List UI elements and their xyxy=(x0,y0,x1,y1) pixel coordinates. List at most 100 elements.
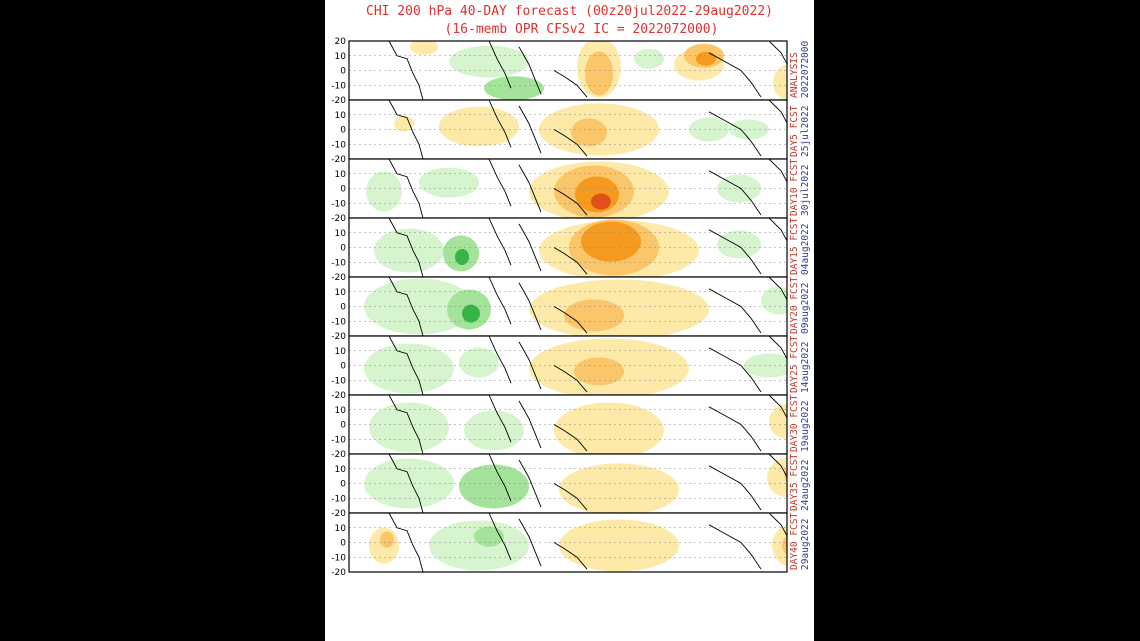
lat-tick-label: -20 xyxy=(331,332,346,342)
panel-label-top: DAY25 FCST xyxy=(789,336,800,393)
panel-label-top: DAY30 FCST xyxy=(789,395,800,452)
panel-label-top: DAY10 FCST xyxy=(789,159,800,216)
forecast-panel: 10 0 -10 -20 DAY30 FCST 19aug2022 xyxy=(331,394,811,460)
coastline xyxy=(708,347,762,393)
coastline xyxy=(518,164,542,213)
coastline xyxy=(553,483,588,511)
lat-tick-label: -10 xyxy=(331,140,346,150)
panel-label-bottom: 2022072000 xyxy=(800,41,811,98)
lat-tick-label: -10 xyxy=(331,258,346,268)
panel-label-bottom: 30jul2022 xyxy=(800,165,811,216)
coastline xyxy=(768,218,787,242)
contour-blob xyxy=(464,410,524,451)
panel-frame xyxy=(348,512,788,573)
figure-title: CHI 200 hPa 40-DAY forecast (00z20jul202… xyxy=(366,4,773,19)
contour-blob xyxy=(484,76,544,100)
lat-tick-label: -10 xyxy=(331,81,346,91)
coastline xyxy=(518,46,542,95)
chi-anomaly-field xyxy=(349,218,787,277)
lat-tick-label: -10 xyxy=(331,199,346,209)
lat-tick-label: 0 xyxy=(340,480,346,490)
contour-blob xyxy=(761,286,787,315)
lat-tick-label: 20 xyxy=(335,37,347,47)
coastline xyxy=(708,524,762,570)
contour-blob xyxy=(419,167,479,198)
panel-label-top: DAY40 FCST xyxy=(789,513,800,570)
contour-blob xyxy=(366,171,402,212)
coastline xyxy=(388,395,424,454)
lat-tick-label: -10 xyxy=(331,376,346,386)
coastline xyxy=(708,111,762,157)
coastline xyxy=(518,282,542,331)
lat-tick-label: 0 xyxy=(340,362,346,372)
contour-blob xyxy=(571,118,607,147)
forecast-panel: 10 0 -10 -20 DAY35 FCST 24aug2022 xyxy=(331,453,811,519)
panel-label-top: DAY15 FCST xyxy=(789,218,800,275)
lat-tick-label: -20 xyxy=(331,509,346,519)
coastline xyxy=(553,129,588,157)
lat-tick-label: 0 xyxy=(340,126,346,136)
lat-tick-label: 0 xyxy=(340,421,346,431)
lat-tick-label: -20 xyxy=(331,568,346,578)
chi-forecast-figure: CHI 200 hPa 40-DAY forecast (00z20jul202… xyxy=(325,0,814,641)
contour-blob xyxy=(772,524,787,567)
coastline xyxy=(708,170,762,216)
lat-tick-label: -20 xyxy=(331,96,346,106)
coastline xyxy=(488,336,512,384)
chi-anomaly-field xyxy=(349,454,787,513)
contour-blob xyxy=(394,115,414,132)
contour-blob xyxy=(559,519,679,572)
coastline xyxy=(553,70,588,98)
lat-tick-label: 0 xyxy=(340,67,346,77)
lat-tick-label: -20 xyxy=(331,214,346,224)
coastline xyxy=(708,52,762,98)
lat-tick-label: 0 xyxy=(340,539,346,549)
figure-subtitle: (16-memb OPR CFSv2 IC = 2022072000) xyxy=(444,22,719,37)
lat-tick-label: 0 xyxy=(340,185,346,195)
coastline xyxy=(388,336,424,395)
lat-tick-label: -10 xyxy=(331,494,346,504)
lat-tick-label: -20 xyxy=(331,273,346,283)
lat-tick-label: 0 xyxy=(340,244,346,254)
coastline xyxy=(488,218,512,266)
coastline xyxy=(768,41,787,65)
forecast-panel: 10 0 -10 -20 DAY40 FCST 29aug2022 xyxy=(331,512,811,578)
coastline xyxy=(388,277,424,336)
lat-tick-label: 10 xyxy=(335,406,347,416)
contour-blob xyxy=(380,531,394,548)
contour-blob xyxy=(410,41,438,55)
coastline xyxy=(708,229,762,275)
coastline xyxy=(518,400,542,449)
panel-label-top: DAY35 FCST xyxy=(789,454,800,511)
contour-blob xyxy=(769,403,787,440)
chi-anomaly-field xyxy=(349,100,787,159)
forecast-panel: 10 0 -10 -20 DAY20 FCST 09aug2022 xyxy=(331,276,811,342)
coastline xyxy=(518,105,542,154)
forecast-panel: 10 0 -10 -20 DAY10 FCST 30jul2022 xyxy=(331,158,811,224)
coastline xyxy=(768,100,787,124)
panel-label-bottom: 24aug2022 xyxy=(800,460,811,511)
contour-blob xyxy=(634,48,664,69)
contour-blob xyxy=(429,520,529,571)
panel-label-top: DAY5 FCST xyxy=(789,105,800,157)
contour-blob xyxy=(554,402,664,454)
coastline xyxy=(708,406,762,452)
lat-tick-label: -20 xyxy=(331,450,346,460)
contour-blob xyxy=(459,464,529,509)
panel-label-bottom: 19aug2022 xyxy=(800,401,811,452)
coastline xyxy=(488,454,512,502)
contour-blob xyxy=(439,106,519,147)
lat-tick-label: 0 xyxy=(340,303,346,313)
coastline xyxy=(553,247,588,275)
contour-blob xyxy=(717,230,761,259)
coastline xyxy=(553,365,588,393)
coastline xyxy=(553,424,588,452)
coastline xyxy=(768,513,787,537)
coastline xyxy=(388,454,424,513)
lat-tick-label: -10 xyxy=(331,435,346,445)
coastline xyxy=(768,277,787,301)
coastline xyxy=(488,159,512,207)
coastline xyxy=(768,395,787,419)
coastline xyxy=(488,41,512,89)
chi-anomaly-field xyxy=(349,395,787,454)
